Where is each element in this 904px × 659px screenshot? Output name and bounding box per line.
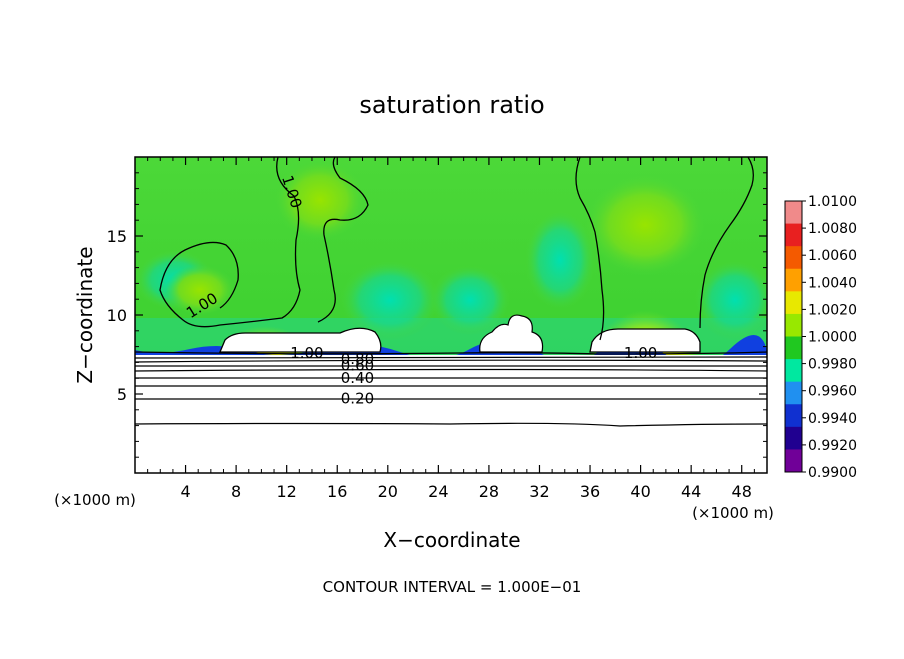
contour-label-group: 0.60 [341, 357, 374, 375]
colorbar-swatch [785, 381, 802, 405]
blob-cyan [525, 210, 595, 310]
colorbar-swatch [785, 246, 802, 270]
contour-line [317, 157, 369, 323]
contour-label-group: 0.80 [341, 350, 374, 368]
colorbar-label: 1.0040 [808, 275, 857, 291]
y-tick-label: 10 [107, 306, 127, 325]
colorbar-label: 0.9900 [808, 465, 857, 481]
x-tick-label: 32 [529, 482, 549, 501]
y-axis-label: Z−coordinate [73, 246, 97, 383]
colorbar-swatch [785, 426, 802, 450]
x-unit-left: (×1000 m) [54, 491, 136, 509]
y-tick-label: 5 [117, 385, 127, 404]
colorbar-swatch [785, 359, 802, 383]
colorbar-label: 0.9980 [808, 357, 857, 373]
colorbar-swatch [785, 449, 802, 473]
colorbar-label: 1.0080 [808, 221, 857, 237]
contour-interval-note: CONTOUR INTERVAL = 1.000E−01 [323, 578, 582, 596]
contour-label-group: 1.00 [624, 344, 657, 362]
contour-line [699, 157, 754, 329]
contour-line [135, 422, 767, 427]
colorbar-label: 1.0060 [808, 248, 857, 264]
contour-label: 0.80 [341, 350, 374, 368]
x-tick-label: 8 [231, 482, 241, 501]
x-tick-label: 28 [479, 482, 499, 501]
colorbar-label: 0.9960 [808, 384, 857, 400]
colorbar-swatch [785, 223, 802, 247]
contour-label: 1.00 [290, 344, 323, 362]
colorbar-label: 0.9920 [808, 438, 857, 454]
x-tick-label: 20 [378, 482, 398, 501]
chart-title: saturation ratio [359, 91, 544, 119]
blob-green [585, 175, 705, 275]
colorbar-swatch [785, 268, 802, 292]
contour-label-group: 0.40 [341, 369, 374, 387]
colorbar-swatch [785, 291, 802, 315]
y-tick-label: 15 [107, 227, 127, 246]
colorbar-swatch [785, 404, 802, 428]
contour-line [159, 157, 301, 328]
colorbar-label: 1.0020 [808, 302, 857, 318]
contour-line [135, 359, 767, 363]
plot-field [135, 157, 767, 473]
x-tick-label: 24 [428, 482, 448, 501]
cloud-top [479, 314, 544, 353]
colorbar-label: 0.9940 [808, 411, 857, 427]
contour-line [135, 356, 767, 359]
x-tick-label: 4 [180, 482, 190, 501]
colorbar: 1.0100 1.0080 1.0060 1.0040 1.0020 1.0000 0.99… [784, 194, 857, 481]
colorbar-swatch [785, 201, 802, 225]
blob-green [165, 265, 235, 315]
x-axis: 4 8 12 16 20 24 28 32 36 40 44 48 [147, 157, 755, 501]
contour-line [135, 368, 767, 372]
contour-label: 1.00 [624, 344, 657, 362]
colorbar-label: 1.0100 [808, 194, 857, 210]
x-tick-label: 36 [580, 482, 600, 501]
blob-cyan [340, 260, 440, 340]
x-unit-right: (×1000 m) [692, 504, 774, 522]
colorbar-swatch [785, 336, 802, 360]
subsaturated-region [135, 355, 767, 473]
contour-label: 0.40 [341, 369, 374, 387]
contour-label-group: 1.00 [290, 344, 323, 362]
contour-label-group: 0.20 [341, 390, 374, 408]
x-tick-label: 48 [732, 482, 752, 501]
cloud-top [219, 327, 382, 353]
x-tick-label: 40 [630, 482, 650, 501]
blob-cyan [430, 265, 510, 335]
colorbar-label: 1.0000 [808, 330, 857, 346]
x-tick-label: 16 [327, 482, 347, 501]
blob-cyan [695, 260, 767, 340]
x-axis-label: X−coordinate [383, 528, 520, 552]
contour-label: 0.20 [341, 390, 374, 408]
x-tick-label: 12 [277, 482, 297, 501]
cloud-top [589, 328, 701, 353]
contour-label: 0.60 [341, 357, 374, 375]
x-tick-label: 44 [681, 482, 701, 501]
contour-line [575, 157, 605, 341]
contour-line [135, 351, 767, 355]
colorbar-swatch [785, 313, 802, 337]
y-axis: 5 10 15 [107, 172, 767, 458]
